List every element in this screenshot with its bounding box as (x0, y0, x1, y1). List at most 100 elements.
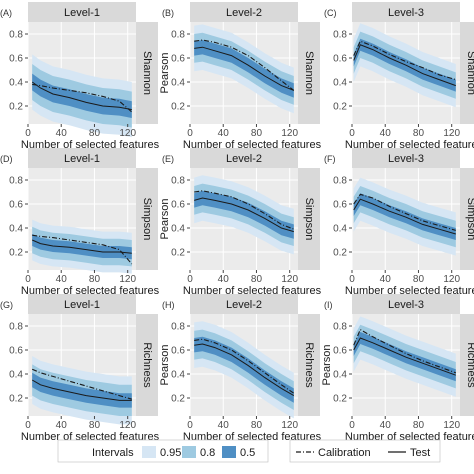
y-axis-label: Pearson (159, 199, 171, 240)
x-tick-label: 0 (25, 420, 31, 431)
legend-swatch-095 (142, 446, 156, 458)
x-tick-label: 0 (25, 128, 31, 139)
legend-interval-label: 0.95 (160, 447, 181, 459)
x-tick-label: 0 (187, 128, 193, 139)
test-line (31, 379, 132, 401)
level-strip-label: Level-1 (64, 7, 100, 19)
test-line (353, 198, 456, 235)
y-tick-label: 0.8 (171, 176, 185, 187)
y-tick-label: 0.2 (333, 102, 347, 113)
y-tick-label: 0.4 (333, 78, 347, 89)
level-strip (190, 148, 298, 168)
level-strip (28, 2, 136, 22)
x-tick-label: 80 (251, 128, 263, 139)
x-tick-label: 80 (413, 274, 425, 285)
test-line (353, 44, 456, 87)
level-strip (352, 2, 460, 22)
calibration-line (32, 234, 133, 265)
x-tick-label: 0 (349, 420, 355, 431)
metric-strip (460, 168, 474, 270)
band-05 (194, 336, 294, 403)
x-tick-label: 40 (380, 128, 392, 139)
y-tick-label: 0.8 (9, 30, 23, 41)
y-tick-label: 0.4 (171, 224, 185, 235)
panel-level-3-richness: (I) Level-3 Richness 0.2 0.4 0.6 0.8 Pearson 0 40… (321, 294, 474, 443)
metric-strip-label: Simpson (465, 198, 474, 241)
calibration-line (194, 39, 295, 91)
level-strip-label: Level-3 (388, 7, 424, 19)
y-tick-label: 0.4 (9, 370, 23, 381)
y-tick-label: 0.6 (171, 346, 185, 357)
x-tick-label: 120 (443, 274, 460, 285)
y-tick-label: 0.4 (9, 224, 23, 235)
x-tick-label: 40 (56, 274, 68, 285)
legend-lines-box (289, 439, 441, 463)
level-strip-label: Level-2 (226, 299, 262, 311)
x-tick-label: 0 (187, 274, 193, 285)
calibration-line (32, 83, 133, 113)
x-tick-label: 0 (187, 420, 193, 431)
legend-interval-label: 0.8 (200, 447, 215, 459)
level-strip (352, 148, 460, 168)
metric-strip (298, 22, 320, 124)
metric-strip-label: Shannon (465, 51, 474, 95)
band-05 (32, 73, 132, 118)
panel-level-2-shannon: (B) Level-2 Shannon 0.2 0.4 0.6 0.8 Pearson 0 40 8… (159, 2, 322, 151)
panel-tag: (E) (162, 154, 174, 164)
level-strip-label: Level-2 (226, 7, 262, 19)
band-05 (194, 190, 294, 239)
x-tick-label: 80 (89, 274, 101, 285)
x-tick-label: 120 (119, 274, 136, 285)
calibration-line (194, 190, 294, 230)
y-tick-label: 0.2 (333, 248, 347, 259)
metric-strip (136, 168, 158, 270)
y-tick-label: 0.8 (333, 322, 347, 333)
y-axis-label: Pearson (321, 345, 333, 386)
y-tick-label: 0.6 (171, 200, 185, 211)
y-tick-label: 0.6 (333, 200, 347, 211)
legend-line-label: Test (410, 447, 430, 459)
test-line (353, 337, 456, 376)
y-tick-label: 0.4 (171, 78, 185, 89)
level-strip-label: Level-3 (388, 153, 424, 165)
x-tick-label: 0 (349, 274, 355, 285)
level-strip (190, 2, 298, 22)
legend-line-label: Calibration (318, 447, 371, 459)
x-tick-label: 80 (89, 420, 101, 431)
metric-strip (460, 22, 474, 124)
level-strip-label: Level-3 (388, 299, 424, 311)
metric-strip (136, 22, 158, 124)
test-line (194, 343, 295, 397)
y-tick-label: 0.4 (333, 224, 347, 235)
x-tick-label: 120 (443, 128, 460, 139)
y-tick-label: 0.8 (333, 176, 347, 187)
test-line (32, 239, 132, 254)
y-tick-label: 0.8 (9, 176, 23, 187)
x-tick-label: 80 (251, 420, 263, 431)
y-tick-label: 0.6 (333, 54, 347, 65)
metric-strip-label: Richness (303, 342, 315, 388)
x-tick-label: 0 (25, 274, 31, 285)
calibration-line (194, 338, 295, 394)
metric-strip-label: Richness (465, 342, 474, 388)
panel-tag: (A) (0, 8, 12, 18)
panel-tag: (F) (324, 154, 336, 164)
legend-intervals-title: Intervals (92, 447, 134, 459)
x-tick-label: 120 (119, 128, 136, 139)
y-axis-label: Pearson (159, 53, 171, 94)
x-tick-label: 80 (89, 128, 101, 139)
x-tick-label: 120 (443, 420, 460, 431)
metric-strip (136, 314, 158, 416)
legend-interval-label: 0.5 (240, 447, 255, 459)
y-tick-label: 0.4 (333, 370, 347, 381)
x-tick-label: 40 (380, 420, 392, 431)
x-tick-label: 120 (281, 420, 298, 431)
level-strip (28, 148, 136, 168)
x-tick-label: 80 (413, 420, 425, 431)
x-tick-label: 0 (349, 128, 355, 139)
y-tick-label: 0.6 (9, 200, 23, 211)
level-strip (352, 294, 460, 314)
